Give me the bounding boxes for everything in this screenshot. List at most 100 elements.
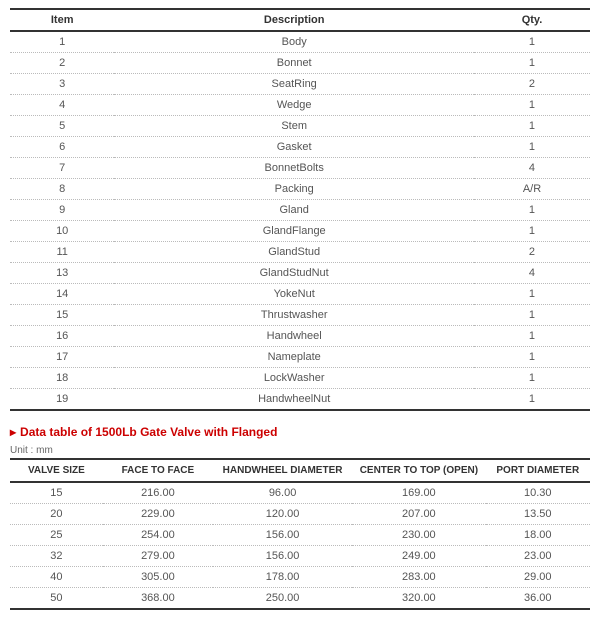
parts-cell: 1 [474, 305, 590, 326]
parts-cell: Wedge [114, 95, 474, 116]
parts-cell: 2 [10, 53, 114, 74]
parts-cell: 1 [474, 200, 590, 221]
dims-cell: 156.00 [213, 546, 352, 567]
table-row: 9Gland1 [10, 200, 590, 221]
parts-cell: Thrustwasher [114, 305, 474, 326]
dims-cell: 13.50 [486, 504, 590, 525]
dims-cell: 320.00 [352, 588, 485, 610]
table-row: 19HandwheelNut1 [10, 389, 590, 411]
table-row: 11GlandStud2 [10, 242, 590, 263]
table-row: 10GlandFlange1 [10, 221, 590, 242]
parts-cell: 16 [10, 326, 114, 347]
dims-cell: 23.00 [486, 546, 590, 567]
dims-cell: 15 [10, 482, 103, 504]
dims-cell: 169.00 [352, 482, 485, 504]
parts-cell: 7 [10, 158, 114, 179]
table-row: 50368.00250.00320.0036.00 [10, 588, 590, 610]
parts-cell: 2 [474, 74, 590, 95]
dims-column-header: CENTER TO TOP (OPEN) [352, 459, 485, 482]
parts-cell: 8 [10, 179, 114, 200]
dims-cell: 254.00 [103, 525, 213, 546]
parts-cell: 4 [474, 263, 590, 284]
parts-cell: 3 [10, 74, 114, 95]
dims-cell: 283.00 [352, 567, 485, 588]
parts-cell: 1 [474, 116, 590, 137]
parts-cell: Gland [114, 200, 474, 221]
dims-cell: 207.00 [352, 504, 485, 525]
parts-cell: 18 [10, 368, 114, 389]
parts-cell: 1 [474, 221, 590, 242]
dims-cell: 216.00 [103, 482, 213, 504]
section-title-text: Data table of 1500Lb Gate Valve with Fla… [20, 425, 277, 439]
parts-cell: Gasket [114, 137, 474, 158]
dims-cell: 29.00 [486, 567, 590, 588]
dims-cell: 36.00 [486, 588, 590, 610]
table-row: 7BonnetBolts4 [10, 158, 590, 179]
table-row: 15Thrustwasher1 [10, 305, 590, 326]
parts-cell: 1 [474, 284, 590, 305]
table-row: 14YokeNut1 [10, 284, 590, 305]
parts-column-header: Item [10, 9, 114, 31]
dims-cell: 368.00 [103, 588, 213, 610]
parts-cell: GlandStud [114, 242, 474, 263]
parts-cell: Stem [114, 116, 474, 137]
parts-cell: 14 [10, 284, 114, 305]
table-row: 6Gasket1 [10, 137, 590, 158]
dims-cell: 305.00 [103, 567, 213, 588]
parts-cell: 4 [10, 95, 114, 116]
parts-cell: LockWasher [114, 368, 474, 389]
parts-cell: GlandStudNut [114, 263, 474, 284]
dims-cell: 250.00 [213, 588, 352, 610]
dims-cell: 18.00 [486, 525, 590, 546]
parts-cell: 1 [474, 389, 590, 411]
parts-cell: 4 [474, 158, 590, 179]
parts-cell: 1 [10, 31, 114, 53]
parts-cell: 2 [474, 242, 590, 263]
dims-cell: 20 [10, 504, 103, 525]
parts-cell: 1 [474, 368, 590, 389]
parts-cell: 17 [10, 347, 114, 368]
dims-cell: 25 [10, 525, 103, 546]
table-row: 25254.00156.00230.0018.00 [10, 525, 590, 546]
parts-cell: 9 [10, 200, 114, 221]
dims-cell: 156.00 [213, 525, 352, 546]
parts-cell: 10 [10, 221, 114, 242]
parts-cell: 19 [10, 389, 114, 411]
parts-cell: SeatRing [114, 74, 474, 95]
dims-cell: 229.00 [103, 504, 213, 525]
parts-cell: BonnetBolts [114, 158, 474, 179]
table-row: 1Body1 [10, 31, 590, 53]
parts-column-header: Description [114, 9, 474, 31]
table-row: 17Nameplate1 [10, 347, 590, 368]
parts-cell: 13 [10, 263, 114, 284]
parts-cell: HandwheelNut [114, 389, 474, 411]
parts-cell: YokeNut [114, 284, 474, 305]
dims-column-header: HANDWHEEL DIAMETER [213, 459, 352, 482]
parts-cell: 1 [474, 137, 590, 158]
table-row: 40305.00178.00283.0029.00 [10, 567, 590, 588]
dims-column-header: VALVE SIZE [10, 459, 103, 482]
table-row: 8PackingA/R [10, 179, 590, 200]
table-row: 32279.00156.00249.0023.00 [10, 546, 590, 567]
table-row: 3SeatRing2 [10, 74, 590, 95]
parts-cell: Packing [114, 179, 474, 200]
table-row: 13GlandStudNut4 [10, 263, 590, 284]
table-row: 2Bonnet1 [10, 53, 590, 74]
parts-cell: Bonnet [114, 53, 474, 74]
parts-cell: 1 [474, 326, 590, 347]
parts-cell: 1 [474, 53, 590, 74]
table-row: 18LockWasher1 [10, 368, 590, 389]
dims-cell: 40 [10, 567, 103, 588]
parts-cell: Body [114, 31, 474, 53]
table-row: 16Handwheel1 [10, 326, 590, 347]
parts-cell: A/R [474, 179, 590, 200]
parts-cell: 1 [474, 31, 590, 53]
dims-cell: 10.30 [486, 482, 590, 504]
parts-cell: Nameplate [114, 347, 474, 368]
parts-cell: 1 [474, 347, 590, 368]
table-row: 15216.0096.00169.0010.30 [10, 482, 590, 504]
arrow-icon: ▸ [10, 425, 16, 439]
dims-cell: 249.00 [352, 546, 485, 567]
dims-cell: 120.00 [213, 504, 352, 525]
parts-cell: 6 [10, 137, 114, 158]
